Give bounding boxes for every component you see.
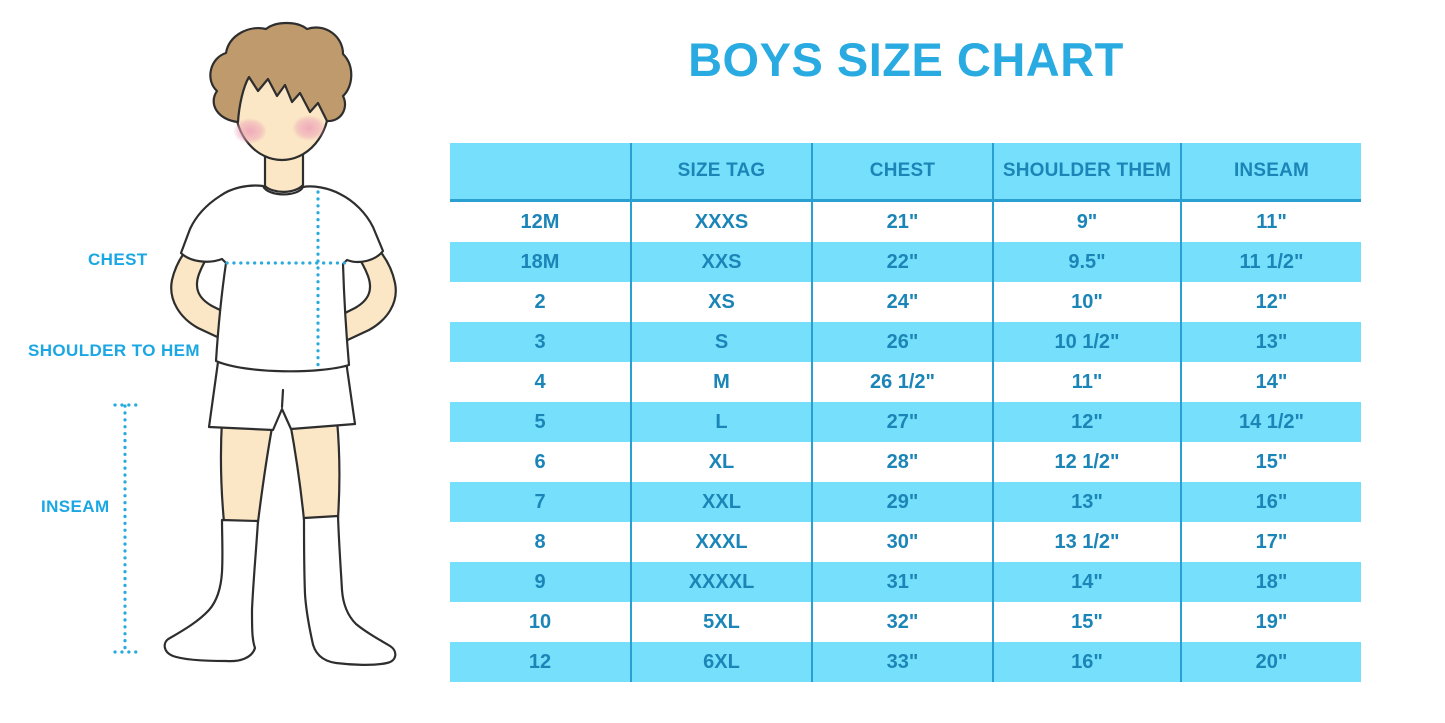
value-cell: S — [630, 322, 812, 362]
value-cell: 14 1/2" — [1180, 402, 1361, 442]
table-row: 9 XXXXL 31" 14" 18" — [450, 562, 1361, 602]
table-row: 5 L 27" 12" 14 1/2" — [450, 402, 1361, 442]
value-cell: XS — [630, 282, 812, 322]
chest-label: CHEST — [88, 250, 148, 269]
inseam-measure-line — [113, 403, 144, 654]
header-row: SIZE TAG CHEST SHOULDER THEM INSEAM — [450, 143, 1361, 202]
value-cell: 19" — [1180, 602, 1361, 642]
value-cell: 13 1/2" — [992, 522, 1181, 562]
value-cell: L — [630, 402, 812, 442]
header-cell: SHOULDER THEM — [992, 143, 1181, 202]
value-cell: 16" — [992, 642, 1181, 682]
value-cell: 30" — [811, 522, 993, 562]
boy-left-sock — [163, 518, 260, 663]
value-cell: 14" — [1180, 362, 1361, 402]
size-label-cell: 2 — [534, 290, 546, 313]
value-cell: 28" — [811, 442, 993, 482]
value-cell: 12" — [1180, 282, 1361, 322]
value-cell: 11" — [1180, 200, 1361, 242]
value-cell: 27" — [811, 402, 993, 442]
value-cell: 9.5" — [992, 242, 1181, 282]
table-row: 8 XXXL 30" 13 1/2" 17" — [450, 522, 1361, 562]
value-cell: 6XL — [630, 642, 812, 682]
value-cell: XXXXL — [630, 562, 812, 602]
boy-cheeks — [233, 115, 326, 144]
value-cell: 16" — [1180, 482, 1361, 522]
value-cell: 24" — [811, 282, 993, 322]
size-label-cell: 5 — [450, 402, 631, 442]
table-row: 18M XXS 22" 9.5" 11 1/2" — [450, 242, 1361, 282]
table-header: SIZE TAG CHEST SHOULDER THEM INSEAM — [450, 143, 1361, 202]
value-cell: XXS — [630, 242, 812, 282]
table-row: 6 XL 28" 12 1/2" 15" — [450, 442, 1361, 482]
boy-right-leg — [288, 418, 341, 522]
boy-tshirt — [179, 184, 385, 373]
boy-hair — [209, 21, 353, 124]
size-label-cell: 6 — [534, 450, 546, 473]
value-cell: 26 1/2" — [811, 362, 993, 402]
value-cell: 33" — [811, 642, 993, 682]
value-cell: 12" — [992, 402, 1181, 442]
header-cell: CHEST — [811, 143, 993, 202]
size-label-cell: 4 — [534, 370, 546, 393]
value-cell: 9" — [992, 200, 1181, 242]
value-cell: 31" — [811, 562, 993, 602]
size-label-cell: 12M — [520, 210, 560, 233]
value-cell: 29" — [811, 482, 993, 522]
boy-figure-illustration — [113, 21, 397, 666]
value-cell: 22" — [811, 242, 993, 282]
value-cell: 18" — [1180, 562, 1361, 602]
value-cell: 21" — [811, 200, 993, 242]
table-row: 12 6XL 33" 16" 20" — [450, 642, 1361, 682]
boy-right-sock — [302, 514, 397, 666]
value-cell: 26" — [811, 322, 993, 362]
value-cell: 13" — [1180, 322, 1361, 362]
value-cell: XXL — [630, 482, 812, 522]
value-cell: 32" — [811, 602, 993, 642]
value-cell: 15" — [992, 602, 1181, 642]
value-cell: 10" — [992, 282, 1181, 322]
value-cell: M — [630, 362, 812, 402]
table-row: 3 S 26" 10 1/2" 13" — [450, 322, 1361, 362]
value-cell: 11" — [992, 362, 1181, 402]
value-cell: XXXL — [630, 522, 812, 562]
shorts-crease — [280, 388, 285, 409]
value-cell: 20" — [1180, 642, 1361, 682]
table-row: 4 M 26 1/2" 11" 14" — [450, 362, 1361, 402]
inseam-label: INSEAM — [41, 497, 110, 516]
value-cell: 11 1/2" — [1180, 242, 1361, 282]
value-cell: XL — [630, 442, 812, 482]
size-chart-table: SIZE TAG CHEST SHOULDER THEM INSEAM 12M XXXS… — [450, 143, 1361, 682]
size-label-cell: 10 — [528, 610, 552, 633]
value-cell: XXXS — [630, 200, 812, 242]
size-label-cell: 8 — [534, 530, 546, 553]
table-row: 2 XS 24" 10" 12" — [450, 282, 1361, 322]
table-row: 7 XXL 29" 13" 16" — [450, 482, 1361, 522]
value-cell: 10 1/2" — [992, 322, 1181, 362]
shoulder-to-hem-label: SHOULDER TO HEM — [28, 341, 200, 360]
page-title: BOYS SIZE CHART — [688, 33, 1124, 86]
size-label-cell: 12 — [450, 642, 631, 682]
header-cell: SIZE TAG — [630, 143, 812, 202]
value-cell: 15" — [1180, 442, 1361, 482]
corner-header-cell — [450, 143, 631, 202]
value-cell: 12 1/2" — [992, 442, 1181, 482]
size-label-cell: 7 — [450, 482, 631, 522]
header-cell: INSEAM — [1180, 143, 1361, 202]
boy-left-leg — [219, 418, 275, 524]
value-cell: 17" — [1180, 522, 1361, 562]
value-cell: 14" — [992, 562, 1181, 602]
size-label-cell: 18M — [450, 242, 631, 282]
value-cell: 5XL — [630, 602, 812, 642]
table-row: 10 5XL 32" 15" 19" — [450, 602, 1361, 642]
table-row: 12M XXXS 21" 9" 11" — [450, 200, 1361, 242]
size-label-cell: 3 — [450, 322, 631, 362]
size-label-cell: 9 — [450, 562, 631, 602]
value-cell: 13" — [992, 482, 1181, 522]
